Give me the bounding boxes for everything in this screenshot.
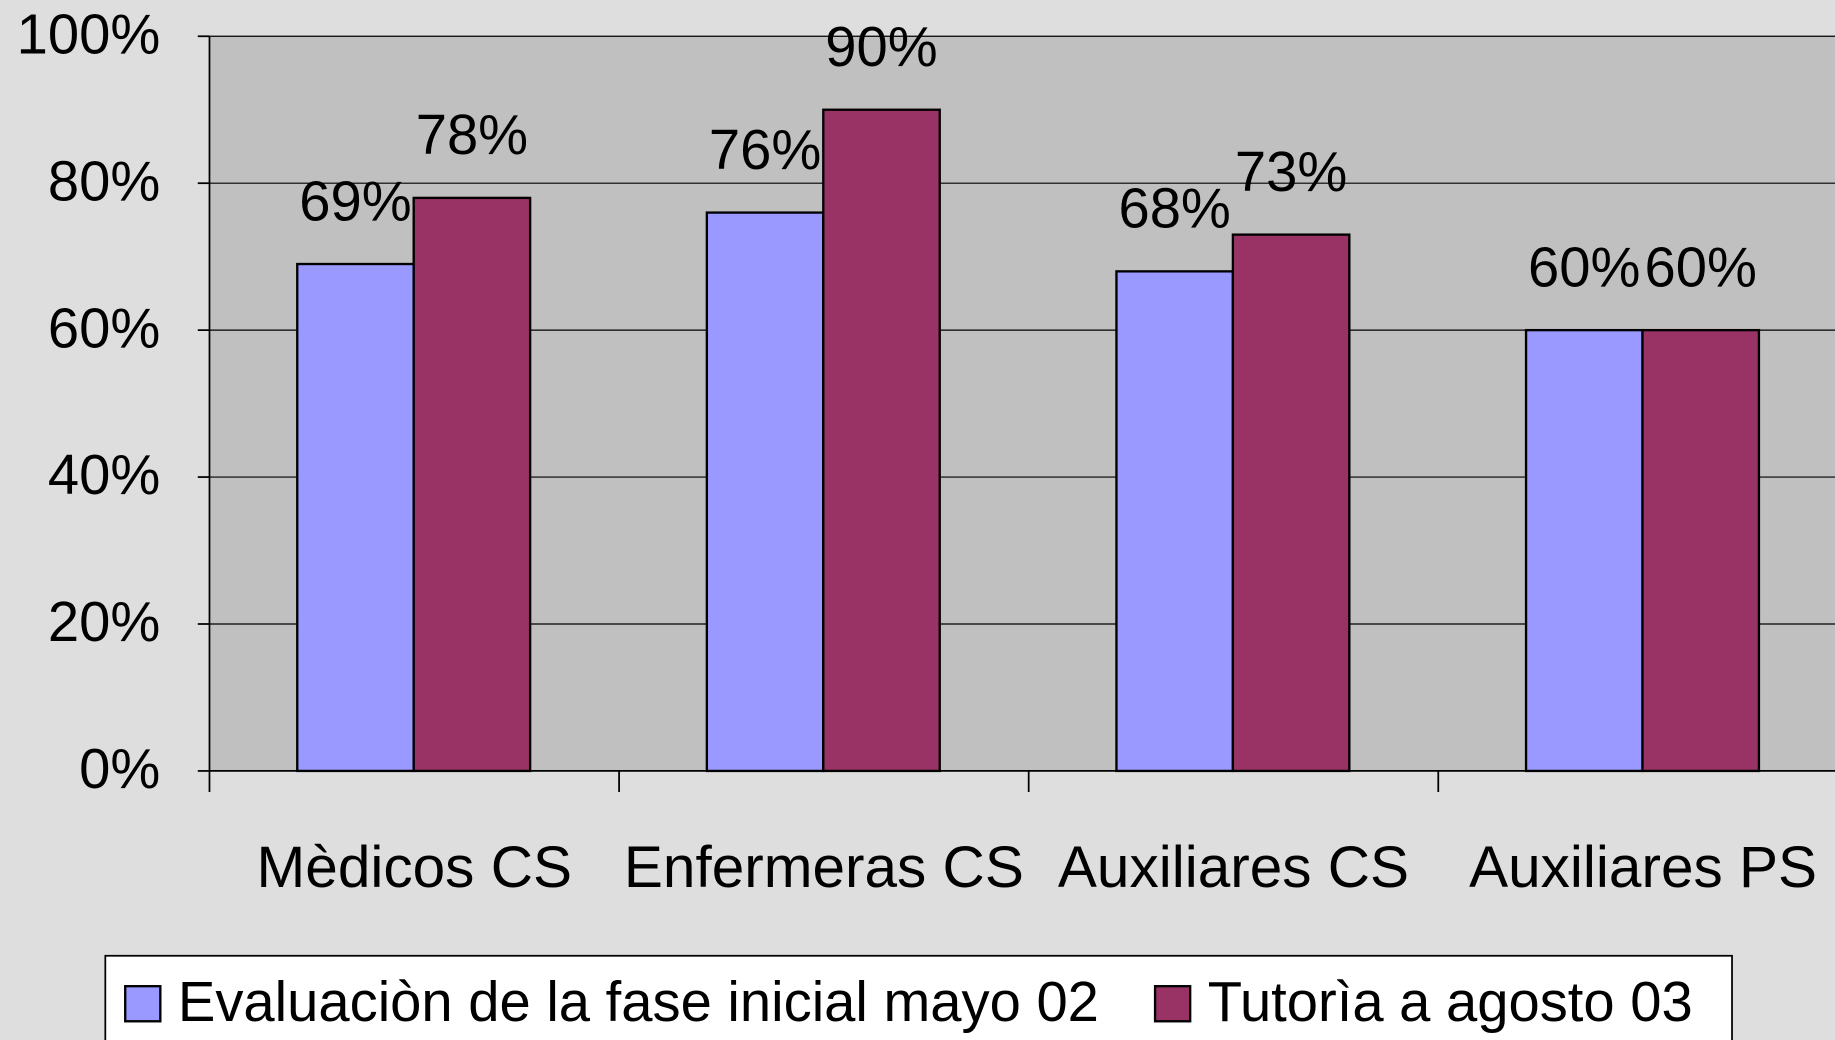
value-label: 90% — [825, 15, 937, 78]
value-label: 68% — [1118, 177, 1230, 240]
bar — [412, 196, 532, 773]
y-tick-label: 40% — [48, 443, 160, 506]
y-tick-label: 20% — [48, 590, 160, 653]
value-label: 78% — [416, 103, 528, 166]
bar — [822, 108, 941, 773]
value-label: 73% — [1235, 140, 1347, 203]
bar — [1231, 233, 1351, 773]
y-tick-label: 100% — [17, 2, 161, 65]
legend-swatch — [124, 985, 162, 1023]
value-label: 60% — [1644, 235, 1756, 298]
legend-label: Tutorìa a agosto 03 — [1208, 970, 1693, 1033]
y-tick-label: 80% — [48, 149, 160, 212]
bar — [1115, 270, 1235, 773]
bar — [1641, 328, 1761, 773]
value-label: 60% — [1528, 235, 1640, 298]
y-tick-label: 0% — [79, 737, 160, 800]
bar — [705, 211, 825, 773]
value-label: 76% — [709, 118, 821, 181]
x-tick-label: Auxiliares PS — [1469, 835, 1817, 900]
legend-label: Evaluaciòn de la fase inicial mayo 02 — [178, 970, 1099, 1033]
x-tick-label: Enfermeras CS — [624, 835, 1024, 900]
legend-swatch — [1153, 985, 1192, 1023]
y-tick-label: 60% — [48, 296, 160, 359]
x-tick-label: Auxiliares CS — [1058, 835, 1409, 900]
x-tick-label: Mèdicos CS — [257, 835, 572, 900]
value-label: 69% — [299, 169, 411, 232]
bar — [1524, 328, 1644, 773]
legend-box — [104, 954, 1733, 1040]
bar — [296, 262, 415, 773]
